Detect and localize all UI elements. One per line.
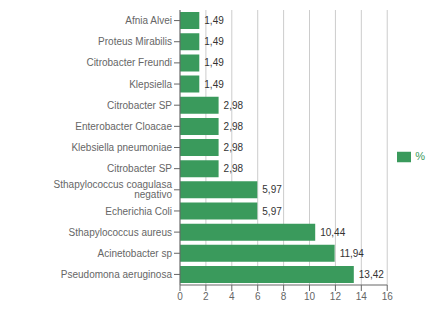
svg-text:2,98: 2,98 [224, 100, 244, 111]
svg-text:1,49: 1,49 [204, 15, 224, 26]
svg-text:14: 14 [356, 291, 368, 302]
svg-text:12: 12 [330, 291, 342, 302]
svg-text:13,42: 13,42 [359, 269, 384, 280]
svg-text:10: 10 [304, 291, 316, 302]
svg-text:Klebsiella pneumoniae: Klebsiella pneumoniae [71, 142, 172, 153]
svg-text:0: 0 [177, 291, 183, 302]
svg-text:5,97: 5,97 [262, 184, 282, 195]
svg-text:Echerichia Coli: Echerichia Coli [105, 206, 172, 217]
svg-text:1,49: 1,49 [204, 79, 224, 90]
svg-text:Sthapylococcus coagulasanegati: Sthapylococcus coagulasanegativo [54, 179, 173, 200]
svg-text:8: 8 [281, 291, 287, 302]
svg-text:2,98: 2,98 [224, 142, 244, 153]
svg-text:11,94: 11,94 [340, 248, 365, 259]
svg-text:Sthapylococcus aureus: Sthapylococcus aureus [69, 227, 172, 238]
svg-text:Enterobacter Cloacae: Enterobacter Cloacae [75, 121, 172, 132]
svg-text:1,49: 1,49 [204, 36, 224, 47]
svg-text:10,44: 10,44 [320, 227, 345, 238]
svg-text:Citrobacter SP: Citrobacter SP [107, 163, 172, 174]
svg-text:1,49: 1,49 [204, 57, 224, 68]
svg-text:Pseudomona aeruginosa: Pseudomona aeruginosa [61, 269, 173, 280]
svg-text:Citrobacter Freundi: Citrobacter Freundi [86, 57, 172, 68]
svg-text:Citrobacter SP: Citrobacter SP [107, 100, 172, 111]
svg-text:Acinetobacter sp: Acinetobacter sp [98, 248, 173, 259]
svg-text:6: 6 [255, 291, 261, 302]
svg-text:2,98: 2,98 [224, 121, 244, 132]
svg-text:2: 2 [203, 291, 209, 302]
svg-text:2,98: 2,98 [224, 163, 244, 174]
svg-text:Afnia Alvei: Afnia Alvei [125, 15, 172, 26]
svg-text:Proteus Mirabilis: Proteus Mirabilis [98, 36, 172, 47]
svg-text:16: 16 [382, 291, 394, 302]
svg-text:Klepsiella: Klepsiella [129, 79, 172, 90]
svg-text:4: 4 [229, 291, 235, 302]
svg-text:5,97: 5,97 [262, 206, 282, 217]
